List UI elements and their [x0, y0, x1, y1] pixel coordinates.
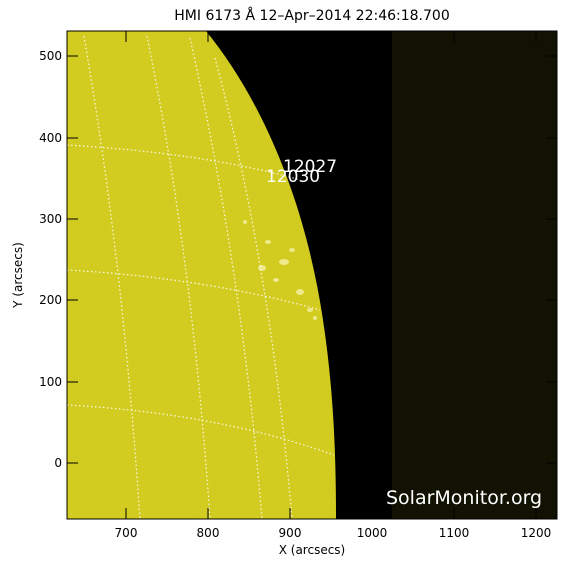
y-axis-label: Y (arcsecs) — [11, 242, 25, 309]
y-tick-label: 0 — [54, 456, 62, 470]
region-label-12027: 12027 — [283, 157, 337, 177]
plot-frame — [66, 30, 558, 520]
y-tick-label: 300 — [39, 212, 62, 226]
x-tick-label: 700 — [115, 526, 138, 540]
x-tick-label: 800 — [197, 526, 220, 540]
dark-panel — [392, 31, 557, 519]
y-tick-labels: 500 400 300 200 100 0 — [39, 49, 62, 470]
x-axis-label: X (arcsecs) — [279, 543, 346, 557]
x-tick-label: 1100 — [439, 526, 470, 540]
tick-marks — [67, 31, 557, 519]
plage-region — [243, 220, 317, 320]
y-tick-label: 200 — [39, 293, 62, 307]
x-tick-label: 900 — [279, 526, 302, 540]
x-tick-label: 1200 — [521, 526, 552, 540]
y-tick-label: 100 — [39, 375, 62, 389]
heliographic-grid — [67, 35, 335, 519]
credit-watermark: SolarMonitor.org — [386, 487, 542, 509]
x-tick-label: 1000 — [357, 526, 388, 540]
disk-texture — [67, 31, 336, 519]
x-tick-labels: 700 800 900 1000 1100 1200 — [115, 526, 552, 540]
y-tick-label: 500 — [39, 49, 62, 63]
plot-title: HMI 6173 Å 12–Apr–2014 22:46:18.700 — [174, 7, 449, 24]
y-tick-label: 400 — [39, 131, 62, 145]
region-label-12030: 12030 — [266, 167, 320, 187]
